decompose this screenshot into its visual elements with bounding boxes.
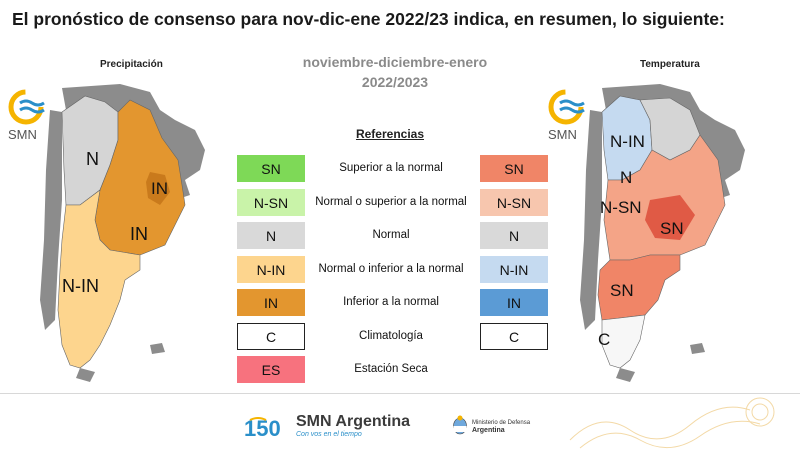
- legend-label-es: Estación Seca: [354, 363, 428, 375]
- legend-precip-c: C: [237, 323, 305, 350]
- precip-label-in-north: IN: [151, 179, 168, 198]
- legend-precip-in: IN: [237, 289, 305, 316]
- svg-text:SMN: SMN: [548, 127, 577, 142]
- references-title: Referencias: [355, 127, 425, 141]
- page-title: El pronóstico de consenso para nov-dic-e…: [12, 9, 725, 29]
- precip-region-below: [94, 99, 186, 256]
- legend-temp-sn: SN: [480, 155, 548, 182]
- precip-islands: [150, 343, 165, 354]
- legend-label-n: Normal: [372, 229, 410, 241]
- legend-temp-n-sn: N-SN: [480, 189, 548, 216]
- ministry-emblem-icon: [453, 415, 467, 435]
- legend-temp-c: C: [480, 323, 548, 350]
- temp-chile-strip: [580, 110, 602, 330]
- temp-label-sn-center: SN: [660, 219, 684, 238]
- precip-region-below-core: [146, 172, 170, 205]
- legend-label-n-sn: Normal o superior a la normal: [315, 196, 467, 208]
- legend-temp-in: IN: [480, 289, 548, 316]
- anniversary-logo: 150: [244, 416, 281, 441]
- precip-label-n: N: [86, 149, 99, 169]
- precip-label-in-center: IN: [130, 224, 148, 244]
- smn-logo-temp: SMN: [548, 89, 585, 142]
- precipitation-map-label: Precipitación: [100, 59, 163, 70]
- legend-temp-n: N: [480, 222, 548, 249]
- temp-label-c: C: [598, 330, 610, 349]
- smn-logo-precip: SMN: [8, 89, 45, 142]
- legend-precip-n-sn: N-SN: [237, 189, 305, 216]
- precip-label-nin: N-IN: [62, 276, 99, 296]
- precip-chile-strip: [40, 110, 62, 330]
- period-line2: 2022/2023: [361, 74, 429, 90]
- legend-temp-n-in: N-IN: [480, 256, 548, 283]
- legend-label-n-in: Normal o inferior a la normal: [318, 263, 464, 275]
- precip-south-tip: [76, 368, 95, 382]
- temp-region-above-south: [597, 254, 681, 321]
- legend-label-sn: Superior a la normal: [339, 162, 443, 174]
- svg-text:150: 150: [244, 416, 281, 441]
- temp-region-above-core: [645, 195, 695, 240]
- legend-label-in: Inferior a la normal: [343, 296, 439, 308]
- footer-ministry: Ministerio de Defensa Argentina: [472, 420, 531, 434]
- footer-watermark: [569, 397, 775, 449]
- legend-precip-n: N: [237, 222, 305, 249]
- temperature-map: SMN N-IN N N-SN SN SN C: [548, 84, 745, 382]
- legend-precip-es: ES: [237, 356, 305, 383]
- footer-divider: [0, 393, 800, 394]
- temperature-map-label: Temperatura: [640, 59, 700, 70]
- temp-islands: [690, 343, 705, 354]
- temp-south-tip: [616, 368, 635, 382]
- temp-label-n: N: [620, 168, 632, 187]
- temp-label-nsn: N-SN: [600, 198, 642, 217]
- temp-label-sn-south: SN: [610, 281, 634, 300]
- svg-text:SMN: SMN: [8, 127, 37, 142]
- legend-precip-n-in: N-IN: [237, 256, 305, 283]
- precipitation-map: SMN N IN IN N-IN: [8, 84, 205, 382]
- legend-label-c: Climatología: [359, 330, 423, 342]
- temp-region-climatology: [601, 314, 646, 369]
- precip-region-normal-below: [57, 189, 141, 369]
- temp-label-nin: N-IN: [610, 132, 645, 151]
- period-line1: noviembre-diciembre-enero: [302, 54, 488, 70]
- footer-brand: SMN Argentina: [296, 413, 411, 430]
- footer-tagline: Con vos en el tiempo: [296, 431, 362, 438]
- legend-precip-sn: SN: [237, 155, 305, 182]
